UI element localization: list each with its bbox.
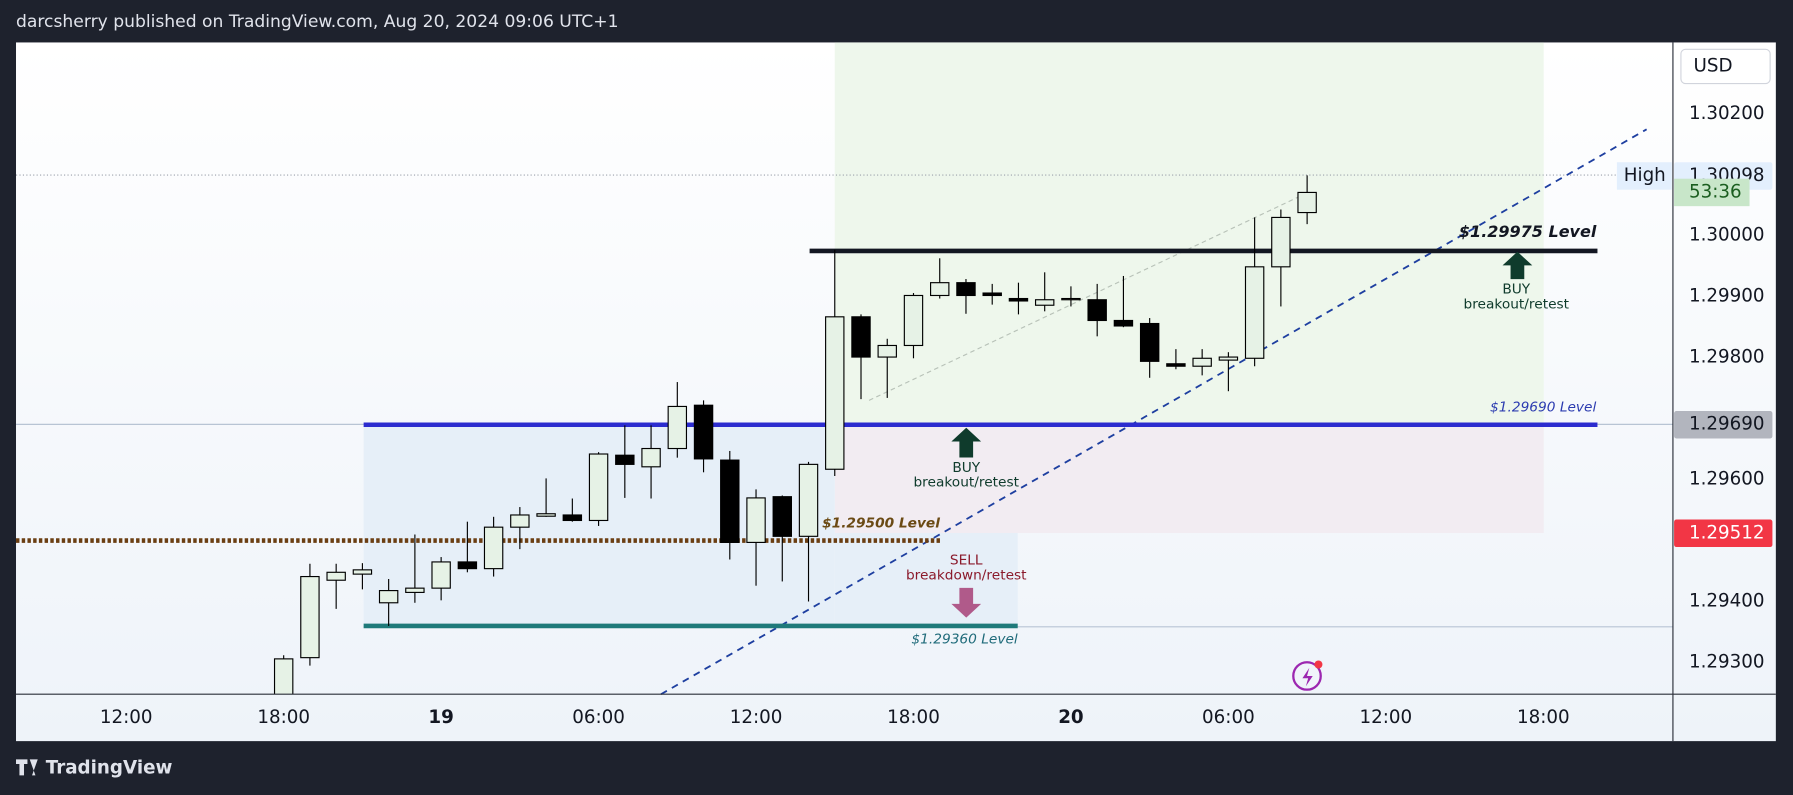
countdown-bg xyxy=(1674,178,1750,207)
candle-body xyxy=(877,344,897,358)
candle-body xyxy=(1244,266,1265,359)
price-marker-name: High xyxy=(1624,165,1666,186)
price-marker xyxy=(1674,519,1773,547)
buy-arrow xyxy=(1502,251,1533,280)
level-label: $1.29975 Level xyxy=(1459,222,1597,241)
annotation-text: breakout/retest xyxy=(1463,296,1569,312)
x-tick-label: 18:00 xyxy=(887,707,940,728)
price-marker-label: 1.29690 xyxy=(1689,414,1765,435)
candle-body xyxy=(326,571,346,581)
candle-body xyxy=(903,294,924,347)
annotation-title: BUY xyxy=(952,460,980,476)
price-marker-label: 1.29512 xyxy=(1689,522,1765,543)
candle-body xyxy=(300,575,320,659)
x-tick-label: 20 xyxy=(1058,707,1083,728)
x-tick-label: 12:00 xyxy=(730,707,783,728)
y-tick-label: 1.29900 xyxy=(1689,286,1765,307)
candle-body xyxy=(510,514,530,528)
y-tick-label: 1.29400 xyxy=(1689,591,1765,612)
y-tick-label: 1.30200 xyxy=(1689,103,1765,124)
header-title: darcsherry published on TradingView.com,… xyxy=(16,12,619,32)
y-tick-label: 1.30000 xyxy=(1689,225,1765,246)
x-tick-label: 06:00 xyxy=(572,707,625,728)
candle-body xyxy=(1061,297,1081,301)
x-tick-label: 12:00 xyxy=(100,707,153,728)
level-label: $1.29690 Level xyxy=(1490,400,1596,416)
candle-body xyxy=(405,587,425,593)
candle-body xyxy=(1192,357,1212,367)
candle-body xyxy=(588,453,609,522)
candle-body xyxy=(562,514,583,522)
x-tick-label: 18:00 xyxy=(257,707,310,728)
alert-dot xyxy=(1314,660,1323,669)
annotation-text: breakdown/retest xyxy=(906,567,1027,583)
alert-icon[interactable] xyxy=(1292,661,1322,691)
y-tick-label: 1.29300 xyxy=(1689,652,1765,673)
y-tick-label: 1.29800 xyxy=(1689,347,1765,368)
x-tick-label: 18:00 xyxy=(1517,707,1570,728)
target-zone xyxy=(834,42,1544,426)
alert-bolt xyxy=(1302,667,1313,687)
currency: USD xyxy=(1694,55,1733,76)
candle-body xyxy=(746,497,766,543)
candle-body xyxy=(1139,322,1160,362)
candle-body xyxy=(825,316,845,470)
countdown: 53:36 xyxy=(1689,181,1742,202)
candle-body xyxy=(378,590,399,604)
footer-brand: TradingView xyxy=(46,758,173,779)
candle-body xyxy=(615,454,635,465)
candle-body xyxy=(772,496,792,537)
x-tick-label: 12:00 xyxy=(1360,707,1413,728)
candle-body xyxy=(667,405,688,450)
candle-body xyxy=(457,561,478,570)
footer-logo xyxy=(16,759,38,776)
price-marker-name-bg xyxy=(1616,162,1672,190)
candle-body xyxy=(1218,356,1239,361)
candle-body xyxy=(956,282,976,297)
risk-zone xyxy=(834,425,1544,534)
candle-body xyxy=(483,526,504,570)
y-tick-label: 1.29600 xyxy=(1689,469,1765,490)
candle-body xyxy=(720,459,740,543)
candle-body xyxy=(798,463,819,537)
candle-body xyxy=(930,282,950,297)
candle-body xyxy=(1008,297,1029,302)
price-marker xyxy=(1674,411,1773,439)
candle-body xyxy=(1297,191,1317,214)
candle-body xyxy=(1271,216,1291,268)
candle-body xyxy=(352,569,373,575)
candle-body xyxy=(1166,363,1186,367)
candle-body xyxy=(851,316,871,358)
buy-arrow xyxy=(951,427,982,458)
candle-body xyxy=(1113,319,1134,327)
x-tick-label: 06:00 xyxy=(1202,707,1255,728)
annotation-title: BUY xyxy=(1502,281,1530,297)
x-tick-label: 19 xyxy=(428,707,453,728)
candle-body xyxy=(693,404,714,460)
candle-body xyxy=(641,447,661,468)
candle-body xyxy=(431,561,451,589)
level-label: $1.29360 Level xyxy=(911,632,1017,648)
candle-body xyxy=(536,513,556,517)
plot: $1.29975 Level $1.29690 Level $1.29500 Lev… xyxy=(16,175,1598,695)
range-zone xyxy=(834,533,1018,627)
candle-body xyxy=(982,292,1002,297)
projection-line xyxy=(868,194,1304,401)
candle-body xyxy=(273,658,294,695)
currency-button[interactable] xyxy=(1680,48,1771,85)
level-label: $1.29500 Level xyxy=(822,515,940,531)
candle-body xyxy=(1087,299,1107,322)
sell-arrow xyxy=(951,587,982,618)
trend-line xyxy=(660,128,1648,696)
candle-body xyxy=(1034,299,1055,306)
annotation-text: breakout/retest xyxy=(913,475,1019,491)
annotation-title: SELL xyxy=(950,552,983,568)
